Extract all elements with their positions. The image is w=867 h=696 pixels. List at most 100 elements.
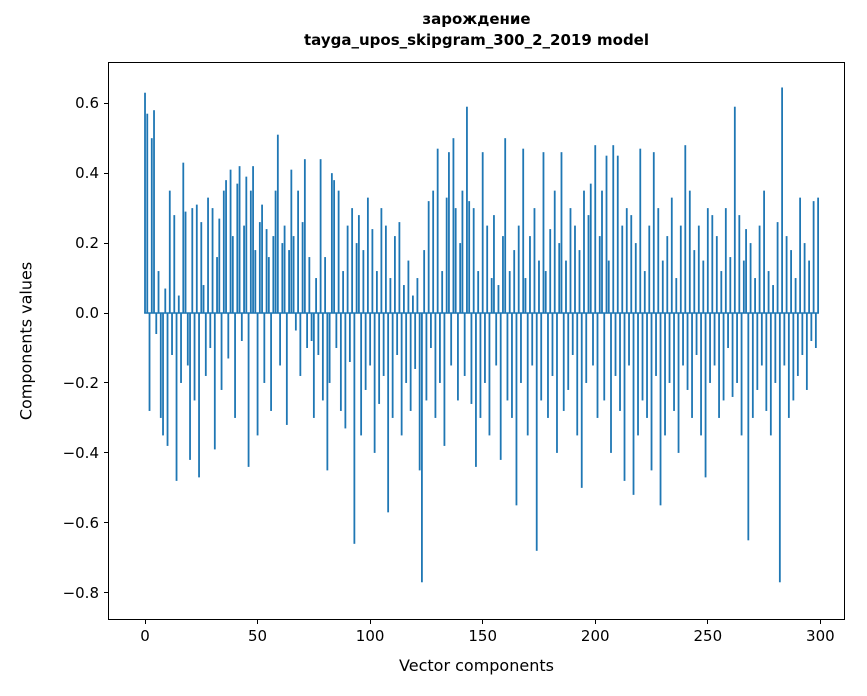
bar (276, 134, 279, 314)
bar (506, 313, 509, 401)
bar (740, 313, 743, 436)
bar (407, 260, 410, 314)
bar (679, 225, 682, 314)
bar (515, 313, 518, 506)
bar (166, 313, 169, 446)
bar (180, 313, 182, 383)
bar (486, 225, 489, 314)
bar (324, 257, 327, 314)
bar (556, 313, 558, 453)
y-tick-label: −0.2 (62, 373, 99, 392)
bar (339, 313, 342, 411)
bar (204, 313, 207, 376)
bar (351, 208, 354, 314)
bar (157, 271, 160, 314)
bar (790, 250, 792, 314)
bar (396, 313, 399, 355)
bar (337, 190, 340, 314)
bar (168, 190, 171, 314)
bar (450, 313, 453, 366)
bar (749, 243, 752, 314)
bar (177, 295, 180, 314)
bar (648, 225, 651, 314)
bar (511, 313, 513, 418)
bar (373, 313, 376, 453)
bar (589, 183, 592, 314)
bar (547, 313, 549, 418)
bar (695, 313, 698, 355)
bar (299, 313, 302, 376)
bar (430, 313, 432, 348)
bar (389, 278, 392, 314)
bar (274, 190, 277, 314)
bar (533, 208, 536, 314)
bar (288, 250, 290, 314)
bar (517, 225, 520, 314)
bar (225, 180, 227, 314)
bar (238, 166, 241, 314)
bar (682, 313, 684, 366)
bar (294, 313, 297, 331)
bar (362, 250, 365, 314)
bar (144, 92, 146, 314)
bar (529, 236, 531, 314)
bar (252, 166, 254, 314)
bar (175, 313, 178, 481)
bar (747, 313, 750, 541)
bar (393, 236, 396, 314)
bar (803, 243, 806, 314)
bar (463, 313, 466, 376)
bar (655, 313, 657, 376)
y-tick-label: 0.2 (75, 234, 99, 253)
bar (632, 313, 635, 495)
bar (470, 313, 473, 404)
bar (625, 208, 628, 314)
bar (457, 313, 459, 401)
bar (560, 152, 563, 314)
x-axis-label: Vector components (399, 656, 554, 675)
bar (808, 260, 811, 314)
bar (785, 236, 788, 314)
bar (664, 313, 666, 436)
bar (646, 313, 648, 418)
bar (236, 183, 239, 314)
bar (711, 215, 714, 314)
bar (801, 313, 804, 355)
bar (213, 313, 216, 450)
bar (409, 313, 412, 411)
bar (553, 190, 556, 314)
bar (344, 313, 347, 429)
bar (263, 313, 266, 383)
bar (184, 211, 187, 314)
bar (189, 313, 191, 460)
bar (700, 313, 702, 436)
bar (565, 260, 567, 314)
bar (621, 225, 624, 314)
bar (724, 208, 727, 314)
bar (306, 313, 309, 348)
bar (607, 260, 610, 314)
bar (571, 313, 574, 355)
bar (551, 313, 554, 376)
x-tick-mark (144, 620, 146, 624)
bar (691, 313, 693, 418)
bar (596, 313, 599, 418)
bar (209, 313, 212, 348)
bar (468, 201, 471, 314)
bar (330, 173, 333, 314)
bar (400, 313, 403, 436)
bar (562, 313, 565, 411)
bar (445, 197, 448, 314)
x-tick-mark (594, 620, 596, 624)
bar (258, 222, 261, 314)
bar (675, 278, 678, 314)
bar (720, 271, 723, 314)
bar (427, 201, 430, 314)
bar (193, 313, 196, 401)
bar (333, 180, 336, 314)
bar (249, 190, 252, 314)
y-tick-mark (104, 592, 108, 594)
bar (490, 278, 493, 314)
bar (488, 313, 491, 436)
bar (243, 225, 245, 314)
